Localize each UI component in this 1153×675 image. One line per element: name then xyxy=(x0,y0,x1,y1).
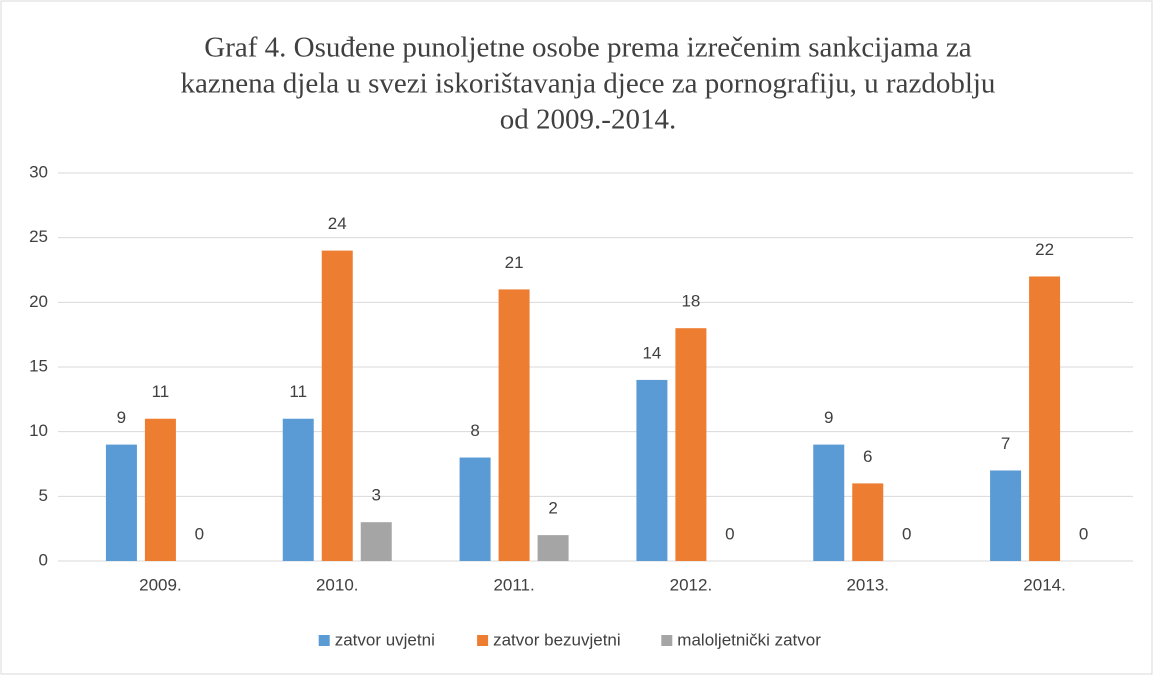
bar xyxy=(813,444,845,561)
bar xyxy=(1029,276,1061,561)
chart-title: od 2009.-2014. xyxy=(500,104,676,136)
data-label: 14 xyxy=(642,343,661,362)
bar xyxy=(282,418,314,561)
data-label: 7 xyxy=(1001,434,1010,453)
data-label: 0 xyxy=(1079,524,1088,543)
x-tick-label: 2010. xyxy=(316,575,359,594)
y-tick-label: 5 xyxy=(39,486,48,505)
x-tick-label: 2009. xyxy=(139,575,182,594)
legend-swatch xyxy=(318,635,330,646)
bar xyxy=(852,483,884,561)
data-label: 6 xyxy=(863,447,872,466)
y-tick-label: 20 xyxy=(29,292,48,311)
data-label: 3 xyxy=(372,486,381,505)
x-tick-label: 2012. xyxy=(670,575,713,594)
data-label: 8 xyxy=(470,421,479,440)
data-label: 2 xyxy=(548,499,557,518)
legend-swatch xyxy=(477,635,489,646)
bar xyxy=(498,289,530,561)
legend-label: maloljetnički zatvor xyxy=(677,630,821,649)
bar xyxy=(459,457,491,561)
bar xyxy=(990,470,1022,561)
bar xyxy=(105,444,137,561)
x-tick-label: 2013. xyxy=(846,575,889,594)
bar xyxy=(360,522,392,561)
legend-swatch xyxy=(661,635,673,646)
bar xyxy=(144,418,176,561)
chart-title: Graf 4. Osuđene punoljetne osobe prema i… xyxy=(204,32,972,64)
legend-label: zatvor uvjetni xyxy=(335,630,435,649)
x-tick-label: 2014. xyxy=(1023,575,1066,594)
bar xyxy=(321,250,353,561)
data-label: 9 xyxy=(117,408,126,427)
data-label: 24 xyxy=(328,214,347,233)
y-tick-label: 30 xyxy=(29,162,48,181)
data-label: 0 xyxy=(902,524,911,543)
legend-label: zatvor bezuvjetni xyxy=(493,630,621,649)
data-label: 11 xyxy=(152,382,170,401)
bar xyxy=(675,328,707,561)
y-tick-label: 10 xyxy=(29,421,48,440)
data-label: 11 xyxy=(289,382,307,401)
data-label: 21 xyxy=(505,253,524,272)
y-tick-label: 0 xyxy=(39,550,48,569)
y-tick-label: 25 xyxy=(29,227,48,246)
data-label: 18 xyxy=(681,292,700,311)
data-label: 0 xyxy=(725,524,734,543)
data-label: 0 xyxy=(195,524,204,543)
data-label: 9 xyxy=(824,408,833,427)
bar xyxy=(636,379,668,561)
bar xyxy=(537,535,569,561)
x-tick-label: 2011. xyxy=(493,575,534,594)
y-tick-label: 15 xyxy=(29,356,48,375)
chart-title: kaznena djela u svezi iskorištavanja dje… xyxy=(181,68,996,100)
data-label: 22 xyxy=(1035,240,1054,259)
